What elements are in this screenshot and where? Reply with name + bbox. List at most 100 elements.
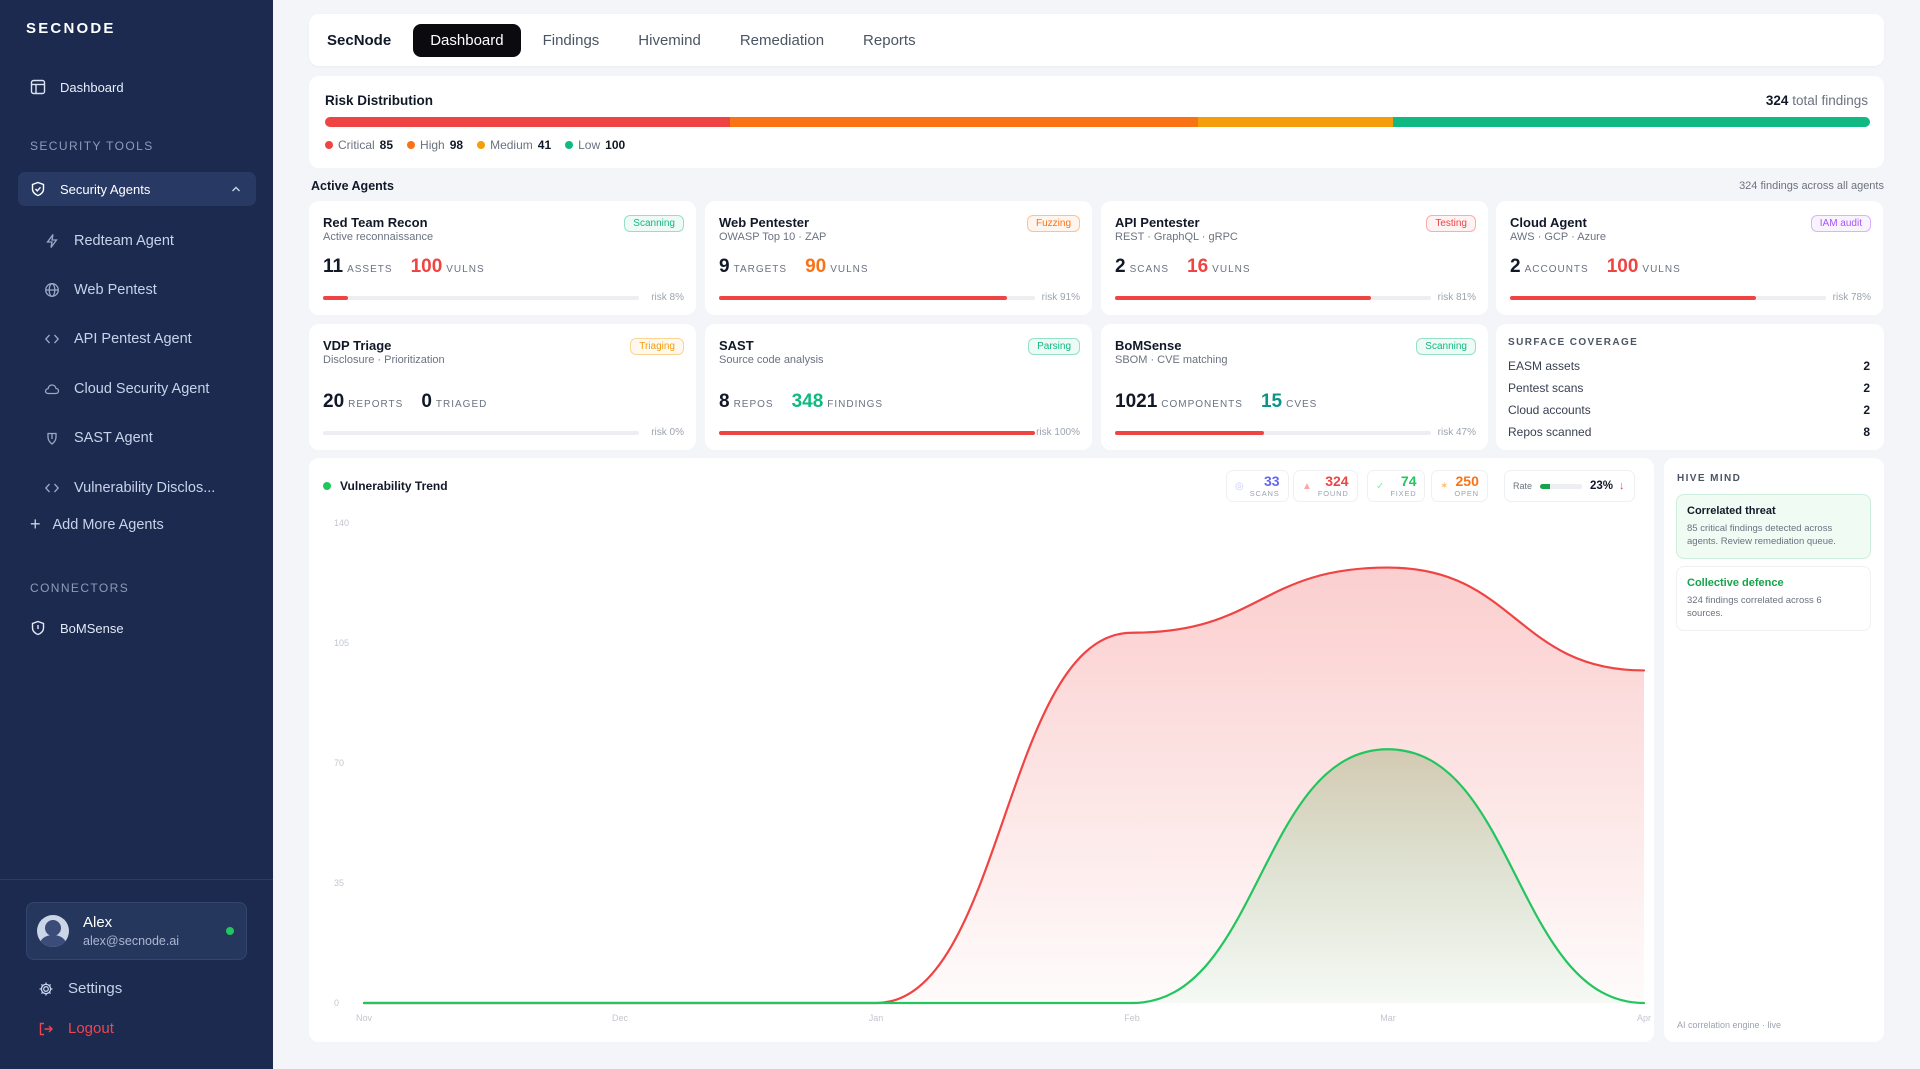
agent-metrics: 8 REPOS 348 FINDINGS bbox=[719, 391, 901, 413]
risk-progress-fill bbox=[719, 431, 1035, 435]
gear-icon bbox=[39, 982, 53, 995]
risk-legend-item: High 98 bbox=[407, 138, 463, 152]
metric-primary-label: COMPONENTS bbox=[1161, 399, 1243, 410]
stat-fixed: ✓ 74 FIXED bbox=[1367, 470, 1426, 502]
connector-label: BoMSense bbox=[60, 620, 124, 636]
risk-progress-fill bbox=[1115, 431, 1264, 435]
coverage-label: EASM assets bbox=[1508, 359, 1581, 373]
risk-progress-track bbox=[323, 296, 639, 300]
logout-icon bbox=[39, 1022, 53, 1035]
x-tick-label: Jan bbox=[869, 1013, 884, 1023]
status-badge: Scanning bbox=[1416, 338, 1476, 355]
risk-percent: risk 47% bbox=[1437, 427, 1476, 438]
metric-secondary-label: TRIAGED bbox=[435, 399, 488, 410]
burst-icon: ✶ bbox=[1440, 480, 1449, 492]
metric-secondary-value: 16 bbox=[1187, 256, 1209, 277]
risk-segment-critical bbox=[325, 117, 731, 127]
stat-found: ▲ 324 FOUND bbox=[1293, 470, 1358, 502]
hive-card-correlated-threat[interactable]: Correlated threat 85 critical findings d… bbox=[1676, 494, 1871, 559]
y-tick-label: 140 bbox=[334, 518, 349, 528]
sidebar-item-label: SAST Agent bbox=[74, 430, 153, 447]
vulnerability-trend-chart: 0 35 70 105 140 Nov Dec Jan Feb Mar Apr bbox=[334, 518, 1651, 1023]
layout-icon bbox=[30, 79, 46, 95]
risk-progress-track bbox=[719, 296, 1035, 300]
agent-card[interactable]: Red Team Recon Active reconnaissance Scann… bbox=[309, 201, 696, 315]
sidebar-item-vdp[interactable]: Vulnerability Disclos... bbox=[44, 463, 260, 512]
active-agents-title: Active Agents bbox=[311, 179, 394, 193]
check-icon: ✓ bbox=[1376, 480, 1385, 492]
legend-label: Medium bbox=[490, 138, 533, 152]
agent-name: SAST bbox=[719, 338, 754, 353]
risk-percent: risk 81% bbox=[1437, 292, 1476, 303]
agent-card[interactable]: API Pentester REST · GraphQL · gRPC Testin… bbox=[1101, 201, 1488, 315]
live-dot bbox=[323, 482, 331, 490]
legend-label: Low bbox=[578, 138, 601, 152]
user-name: Alex bbox=[83, 914, 113, 931]
logout-button[interactable]: Logout bbox=[38, 1020, 114, 1037]
coverage-label: Pentest scans bbox=[1508, 381, 1584, 395]
avatar bbox=[37, 915, 69, 947]
tab-hivemind[interactable]: Hivemind bbox=[638, 31, 701, 49]
stat-label: FOUND bbox=[1317, 489, 1349, 498]
risk-progress-track bbox=[719, 431, 1035, 435]
cloud-icon bbox=[44, 384, 60, 395]
sidebar-item-label: Cloud Security Agent bbox=[74, 380, 210, 397]
metric-secondary-value: 348 bbox=[791, 391, 824, 412]
sidebar-item-redteam[interactable]: Redteam Agent bbox=[44, 216, 260, 265]
code-icon bbox=[44, 335, 60, 344]
code-icon bbox=[44, 483, 60, 493]
remediation-rate: Rate 23% ↓ bbox=[1504, 470, 1635, 502]
hive-card-title: Correlated threat bbox=[1687, 505, 1776, 517]
chevron-up-icon[interactable] bbox=[230, 183, 242, 195]
user-card[interactable]: Alex alex@secnode.ai bbox=[26, 902, 247, 960]
metric-primary-label: ACCOUNTS bbox=[1524, 264, 1589, 275]
metric-primary-value: 11 bbox=[323, 256, 344, 277]
metric-primary-value: 1021 bbox=[1115, 391, 1158, 412]
agent-card[interactable]: SAST Source code analysis Parsing 8 REPOS 348… bbox=[705, 324, 1092, 450]
connector-bomsense[interactable]: BoMSense bbox=[30, 620, 124, 636]
stat-value: 324 bbox=[1325, 473, 1349, 489]
metric-primary-value: 8 bbox=[719, 391, 730, 412]
stat-label: FIXED bbox=[1390, 489, 1417, 498]
settings-button[interactable]: Settings bbox=[38, 980, 122, 997]
sidebar-item-cloud-security[interactable]: Cloud Security Agent bbox=[44, 364, 260, 413]
agent-card[interactable]: VDP Triage Disclosure · Prioritization Tri… bbox=[309, 324, 696, 450]
bolt-icon bbox=[46, 233, 58, 248]
hive-card-collective-defence[interactable]: Collective defence 324 findings correlat… bbox=[1676, 566, 1871, 631]
hive-card-body: 85 critical findings detected across age… bbox=[1687, 523, 1836, 547]
agent-name: VDP Triage bbox=[323, 338, 392, 353]
metric-secondary-label: CVES bbox=[1286, 399, 1318, 410]
coverage-row: Cloud accounts 2 bbox=[1508, 403, 1870, 417]
sidebar-item-sast[interactable]: SAST Agent bbox=[44, 414, 260, 463]
security-agents-list: Redteam Agent Web Pentest API Pentest Ag… bbox=[44, 216, 260, 512]
agent-description: AWS · GCP · Azure bbox=[1510, 231, 1606, 243]
metric-secondary-label: VULNS bbox=[1212, 264, 1251, 275]
x-tick-label: Feb bbox=[1124, 1013, 1140, 1023]
trend-title-text: Vulnerability Trend bbox=[340, 479, 448, 493]
risk-progress-track bbox=[1115, 296, 1431, 300]
tab-dashboard[interactable]: Dashboard bbox=[413, 23, 521, 57]
risk-progress-track bbox=[1510, 296, 1826, 300]
agent-card[interactable]: Web Pentester OWASP Top 10 · ZAP Fuzzing 9 T… bbox=[705, 201, 1092, 315]
agent-card[interactable]: BoMSense SBOM · CVE matching Scanning 1021 C… bbox=[1101, 324, 1488, 450]
y-tick-label: 35 bbox=[334, 878, 344, 888]
agent-name: BoMSense bbox=[1115, 338, 1182, 353]
x-tick-label: Mar bbox=[1380, 1013, 1396, 1023]
risk-segment-low bbox=[1393, 117, 1870, 127]
tab-findings[interactable]: Findings bbox=[542, 31, 600, 49]
metric-secondary-label: VULNS bbox=[446, 264, 485, 275]
tab-remediation[interactable]: Remediation bbox=[739, 31, 825, 49]
stat-open: ✶ 250 OPEN bbox=[1431, 470, 1488, 502]
hive-card-title: Collective defence bbox=[1687, 577, 1784, 589]
sidebar-item-security-agents[interactable]: Security Agents bbox=[18, 172, 256, 206]
agent-card[interactable]: Cloud Agent AWS · GCP · Azure IAM audit 2 AC… bbox=[1496, 201, 1883, 315]
surface-coverage-card: SURFACE COVERAGE EASM assets 2 Pentest sc… bbox=[1496, 324, 1884, 450]
sidebar-item-dashboard[interactable]: Dashboard bbox=[18, 70, 256, 104]
x-tick-label: Apr bbox=[1637, 1013, 1651, 1023]
hive-mind-panel: HIVE MIND Correlated threat 85 critical … bbox=[1664, 458, 1884, 1042]
sidebar-item-api-pentest[interactable]: API Pentest Agent bbox=[44, 315, 260, 364]
tab-reports[interactable]: Reports bbox=[863, 31, 916, 49]
risk-total-value: 324 bbox=[1765, 93, 1789, 108]
add-agents-button[interactable]: + Add More Agents bbox=[30, 514, 164, 535]
sidebar-item-web-pentest[interactable]: Web Pentest bbox=[44, 265, 260, 314]
